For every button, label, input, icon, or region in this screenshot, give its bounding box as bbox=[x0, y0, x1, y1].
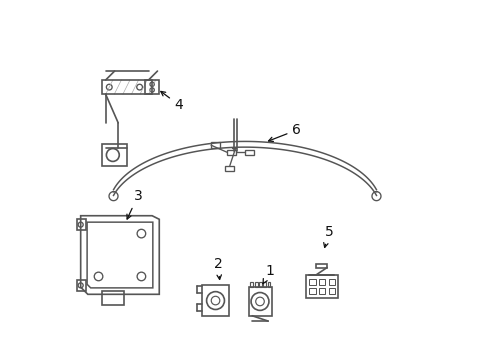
Text: 5: 5 bbox=[324, 225, 333, 247]
Text: 3: 3 bbox=[127, 189, 142, 219]
Text: 4: 4 bbox=[161, 91, 183, 112]
Text: 1: 1 bbox=[263, 264, 274, 284]
Text: 6: 6 bbox=[269, 123, 301, 141]
Text: 2: 2 bbox=[214, 257, 222, 279]
